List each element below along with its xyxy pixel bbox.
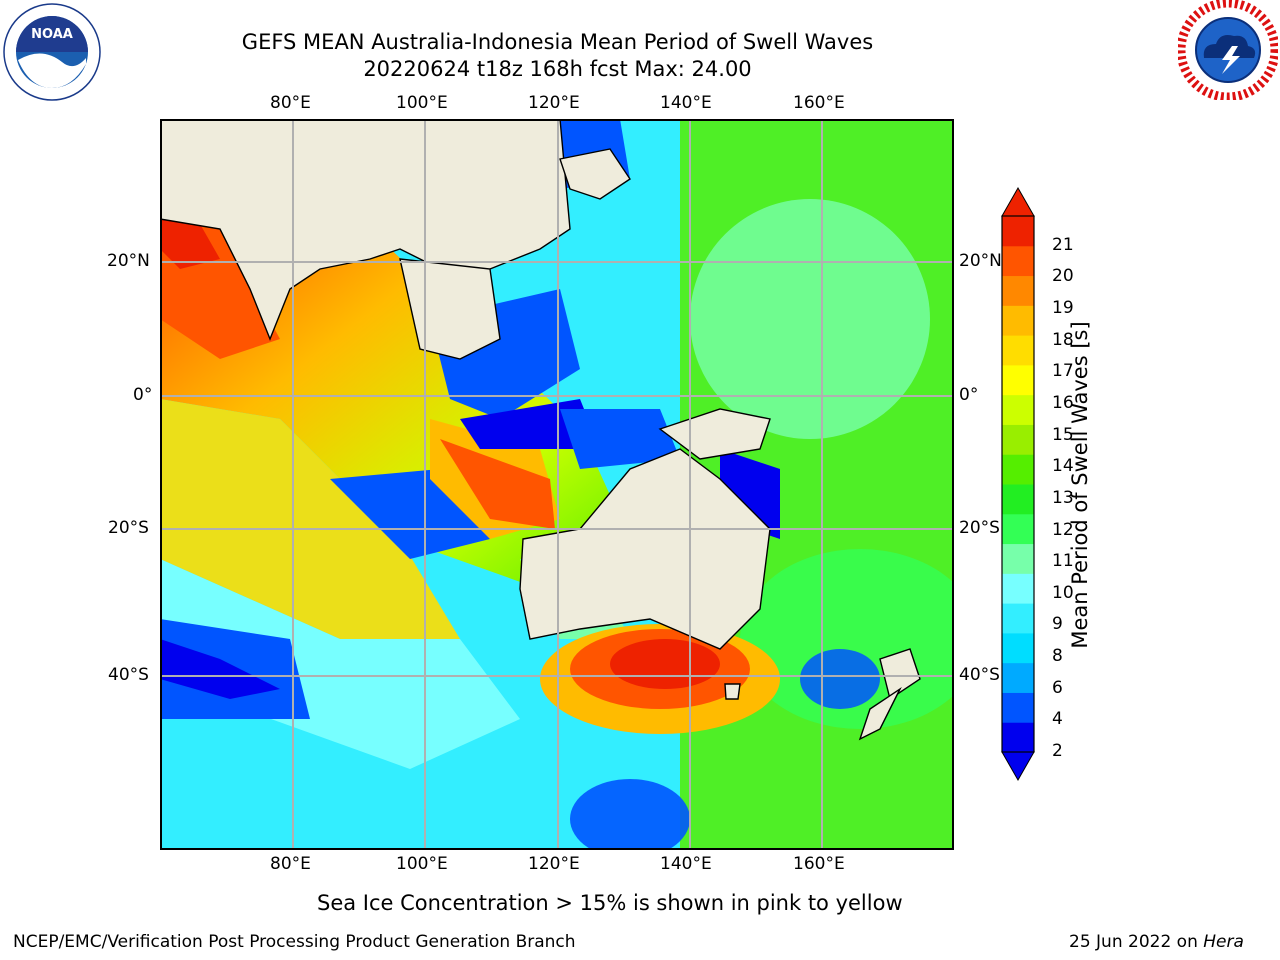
colorbar-tick-label: 17	[1052, 361, 1074, 382]
colorbar-swatch	[1002, 722, 1034, 753]
colorbar-swatch	[1002, 692, 1034, 723]
colorbar-tick-label: 8	[1052, 646, 1063, 667]
lat-tick-right-20s: 20°S	[959, 518, 1000, 538]
colorbar-tick-label: 11	[1052, 551, 1074, 572]
lon-tick-top-80: 80°E	[270, 93, 311, 113]
colorbar-swatch	[1002, 305, 1034, 336]
colorbar-swatch	[1002, 513, 1034, 545]
map-panel	[159, 118, 980, 859]
lat-tick-left-40s: 40°S	[108, 665, 149, 685]
footer-credit: NCEP/EMC/Verification Post Processing Pr…	[13, 932, 576, 952]
map-frame	[160, 119, 954, 850]
colorbar-tick-label: 4	[1052, 709, 1063, 730]
colorbar-swatch	[1002, 662, 1034, 693]
new-guinea-landmass	[658, 408, 771, 460]
sea-ice-note: Sea Ice Concentration > 15% is shown in …	[317, 891, 903, 915]
footer-date: 25 Jun 2022 on Hera	[1069, 932, 1244, 952]
lon-tick-bottom-120: 120°E	[528, 854, 580, 874]
lat-tick-left-20s: 20°S	[108, 518, 149, 538]
colorbar-tick-label: 13	[1052, 487, 1074, 508]
colorbar-swatch	[1002, 245, 1034, 277]
colorbar-tick-label: 16	[1052, 392, 1074, 413]
lat-tick-right-20n: 20°N	[959, 251, 1002, 271]
noaa-logo: NOAA	[2, 2, 102, 102]
lon-tick-top-160: 160°E	[793, 93, 845, 113]
colorbar-extend-low	[1001, 751, 1035, 782]
colorbar-swatch	[1002, 543, 1034, 574]
colorbar-tick-label: 15	[1052, 424, 1074, 445]
colorbar-swatch	[1002, 275, 1034, 306]
colorbar-swatch	[1002, 364, 1034, 396]
colorbar-tick-label: 12	[1052, 519, 1074, 540]
chart-title-line2: 20220624 t18z 168h fcst Max: 24.00	[363, 57, 752, 81]
lon-tick-bottom-100: 100°E	[396, 854, 448, 874]
colorbar-tick-label: 14	[1052, 456, 1074, 477]
colorbar-tick-label: 19	[1052, 298, 1074, 319]
colorbar-label: Mean Period of Swell Waves [s]	[1068, 321, 1092, 649]
new-zealand-south	[858, 686, 902, 741]
colorbar-tick-label: 21	[1052, 234, 1074, 255]
nws-logo	[1176, 0, 1280, 102]
colorbar-tick-label: 9	[1052, 614, 1063, 635]
colorbar	[1000, 186, 1036, 782]
colorbar-swatch	[1002, 424, 1034, 455]
colorbar-swatch	[1002, 394, 1034, 425]
colorbar-tick-label: 20	[1052, 266, 1074, 287]
lon-tick-bottom-80: 80°E	[270, 854, 311, 874]
lat-tick-right-0: 0°	[959, 385, 979, 405]
colorbar-frame	[1001, 215, 1035, 753]
new-zealand-north	[879, 648, 921, 701]
colorbar-tick-label: 18	[1052, 329, 1074, 350]
lat-tick-right-40s: 40°S	[959, 665, 1000, 685]
footer-host: Hera	[1203, 932, 1244, 952]
lat-tick-left-20n: 20°N	[107, 251, 150, 271]
noaa-logo-text: NOAA	[31, 27, 73, 42]
lon-tick-bottom-140: 140°E	[660, 854, 712, 874]
japan-landmass	[559, 148, 631, 200]
tasmania-landmass	[724, 683, 741, 700]
map-gridlines	[160, 119, 954, 850]
colorbar-swatch	[1002, 632, 1034, 664]
lat-tick-left-0: 0°	[133, 385, 153, 405]
colorbar-swatch	[1002, 335, 1034, 366]
colorbar-extend-high	[1001, 186, 1035, 217]
colorbar-swatch	[1002, 573, 1034, 604]
colorbar-tick-label: 6	[1052, 677, 1063, 698]
lon-tick-top-140: 140°E	[660, 93, 712, 113]
asia-landmass	[159, 118, 571, 341]
lon-tick-bottom-160: 160°E	[793, 854, 845, 874]
lon-tick-top-100: 100°E	[396, 93, 448, 113]
colorbar-swatch	[1002, 603, 1034, 634]
colorbar-tick-label: 2	[1052, 741, 1063, 761]
lon-tick-top-120: 120°E	[528, 93, 580, 113]
colorbar-swatch	[1002, 216, 1034, 247]
footer-date-text: 25 Jun 2022 on	[1069, 932, 1204, 952]
australia-landmass	[519, 448, 771, 650]
colorbar-swatch	[1002, 484, 1034, 515]
chart-title-line1: GEFS MEAN Australia-Indonesia Mean Perio…	[241, 30, 874, 54]
colorbar-swatch	[1002, 454, 1034, 485]
colorbar-tick-label: 10	[1052, 582, 1074, 603]
